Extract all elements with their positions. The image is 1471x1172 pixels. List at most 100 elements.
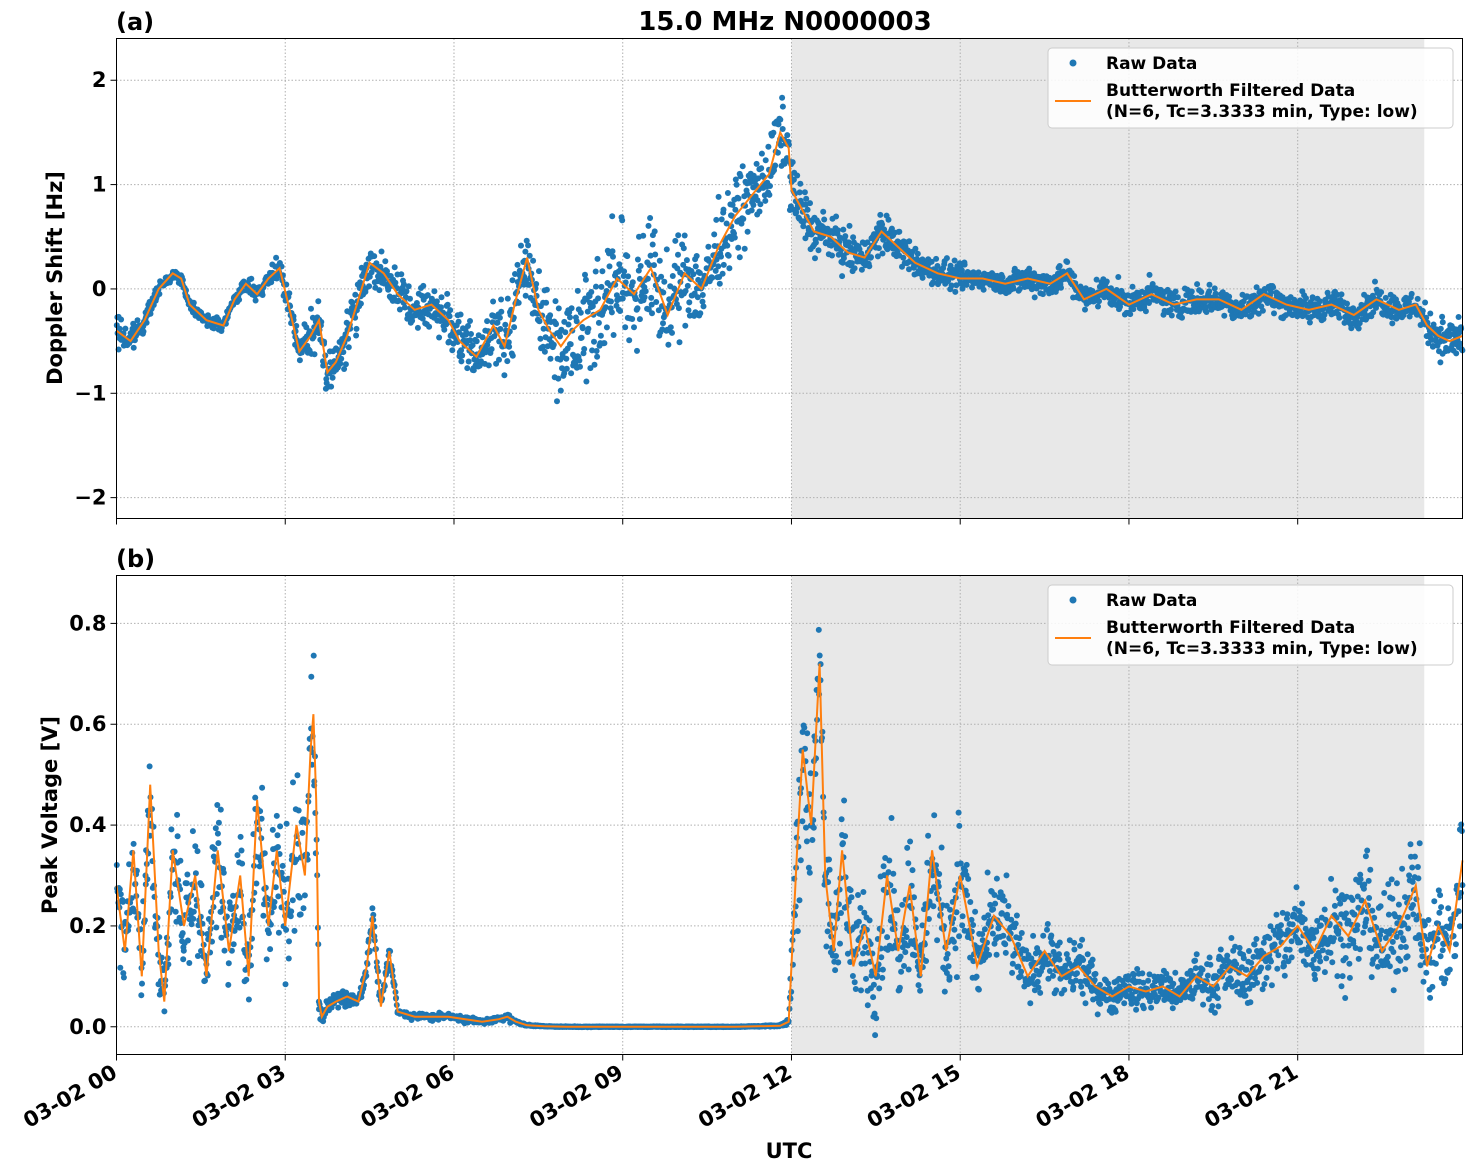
raw-data-point: [1080, 957, 1087, 963]
raw-data-point: [438, 294, 445, 301]
raw-data-point: [297, 911, 304, 918]
raw-data-point: [212, 825, 219, 832]
raw-data-point: [1271, 310, 1277, 317]
raw-data-point: [467, 318, 473, 324]
raw-data-point: [582, 276, 589, 283]
raw-data-point: [263, 956, 270, 963]
raw-data-point: [1012, 920, 1019, 927]
raw-data-point: [118, 316, 125, 323]
raw-data-point: [139, 980, 145, 987]
legend-filtered-label: Butterworth Filtered Data: [1106, 81, 1355, 101]
raw-data-point: [1070, 984, 1077, 991]
raw-data-point: [564, 345, 571, 352]
raw-data-point: [956, 933, 963, 940]
raw-data-point: [279, 862, 286, 869]
raw-data-point: [213, 924, 220, 931]
raw-data-point: [252, 794, 259, 801]
raw-data-point: [505, 339, 512, 346]
raw-data-point: [581, 346, 588, 352]
raw-data-point: [595, 319, 602, 326]
raw-data-point: [1207, 961, 1214, 968]
raw-data-point: [288, 908, 295, 915]
raw-data-point: [881, 226, 888, 233]
raw-data-point: [684, 282, 691, 289]
raw-data-point: [526, 252, 533, 259]
raw-data-point: [738, 220, 745, 227]
raw-data-point: [660, 320, 666, 327]
raw-data-point: [860, 889, 867, 895]
raw-data-point: [308, 305, 314, 312]
raw-data-point: [797, 857, 804, 864]
raw-data-point: [1217, 946, 1224, 953]
raw-data-point: [1312, 976, 1319, 983]
raw-data-point: [1082, 306, 1088, 313]
raw-data-point: [758, 150, 765, 157]
raw-data-point: [803, 838, 810, 845]
raw-data-point: [812, 255, 818, 262]
raw-data-point: [1273, 911, 1280, 918]
raw-data-point: [210, 853, 217, 860]
raw-data-point: [594, 255, 601, 262]
raw-data-point: [573, 318, 580, 325]
raw-data-point: [337, 360, 344, 367]
raw-data-point: [177, 857, 184, 864]
raw-data-point: [676, 339, 683, 346]
raw-data-point: [1044, 926, 1050, 933]
raw-data-point: [120, 974, 127, 981]
raw-data-point: [955, 809, 962, 816]
raw-data-point: [616, 261, 623, 268]
raw-data-point: [1414, 295, 1421, 302]
panel-a-label: (a): [116, 8, 154, 36]
raw-data-point: [419, 315, 426, 322]
raw-data-point: [904, 844, 911, 851]
raw-data-point: [608, 298, 614, 305]
raw-data-point: [557, 333, 563, 340]
raw-data-point: [544, 343, 551, 350]
raw-data-point: [839, 259, 846, 266]
raw-data-point: [1242, 992, 1249, 999]
raw-data-point: [369, 905, 376, 912]
raw-data-point: [1198, 289, 1205, 295]
raw-data-point: [215, 819, 222, 826]
y-tick-label: 0: [92, 277, 107, 301]
raw-data-point: [1127, 311, 1134, 318]
raw-data-point: [174, 811, 181, 818]
raw-data-point: [488, 346, 495, 353]
raw-data-point: [589, 303, 596, 310]
raw-data-point: [401, 304, 408, 311]
raw-data-point: [872, 1032, 879, 1039]
raw-data-point: [424, 292, 431, 299]
raw-data-point: [550, 341, 557, 348]
raw-data-point: [574, 287, 581, 294]
raw-data-point: [589, 347, 596, 354]
raw-data-point: [138, 992, 145, 999]
raw-data-point: [609, 248, 616, 255]
raw-data-point: [385, 286, 392, 293]
raw-data-point: [733, 181, 740, 188]
raw-data-point: [433, 298, 440, 305]
raw-data-point: [652, 251, 659, 258]
raw-data-point: [554, 398, 560, 405]
raw-data-point: [522, 292, 529, 299]
raw-data-point: [914, 250, 921, 257]
raw-data-point: [525, 242, 532, 249]
raw-data-point: [146, 763, 153, 770]
raw-data-point: [565, 321, 572, 328]
raw-data-point: [537, 335, 544, 342]
raw-data-point: [681, 232, 688, 239]
raw-data-point: [848, 260, 855, 267]
raw-data-point: [371, 253, 378, 260]
raw-data-point: [458, 358, 465, 365]
raw-data-point: [655, 307, 662, 314]
raw-data-point: [174, 833, 181, 840]
raw-data-point: [485, 362, 492, 369]
raw-data-point: [874, 253, 881, 260]
raw-data-point: [328, 383, 335, 390]
raw-data-point: [697, 310, 704, 317]
raw-data-point: [1286, 946, 1293, 953]
raw-data-point: [890, 870, 897, 877]
raw-data-point: [494, 319, 501, 326]
raw-data-point: [190, 915, 197, 922]
raw-data-point: [989, 930, 996, 937]
raw-data-point: [864, 1002, 871, 1009]
